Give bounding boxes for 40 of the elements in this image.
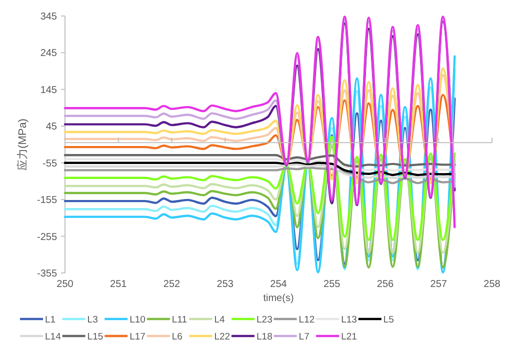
x-tick-label: 256 [376,279,394,290]
legend-label: L21 [341,331,357,342]
line-series [64,94,456,180]
legend-label: L5 [383,314,394,326]
legend-label: L7 [298,331,310,342]
legend-label: L6 [172,331,182,342]
legend-label: L13 [341,314,357,326]
legend-label: L17 [130,331,146,342]
y-tick-label: 145 [40,84,58,96]
legend-label: L15 [87,331,104,342]
x-tick-label: 250 [56,279,74,290]
legend-label: L11 [172,314,188,326]
x-tick-label: 254 [270,279,288,290]
y-tick-label: 345 [40,12,58,22]
legend-label: L18 [256,331,272,342]
legend-label: L12 [298,314,315,326]
line-series [64,158,456,172]
line-series [64,136,456,242]
x-tick-label: 255 [324,279,341,290]
legend-label: L23 [256,314,272,326]
x-tick-label: 253 [216,279,234,290]
y-tick-label: 245 [40,48,58,60]
x-tick-label: 251 [110,279,128,290]
x-axis-title: time(s) [263,293,294,304]
y-tick-label: -55 [42,158,58,170]
line-series [64,154,456,168]
x-tick-label: 258 [484,279,501,290]
x-tick-label: 257 [430,279,448,290]
y-axis-title: 应力(MPa) [16,118,29,170]
x-tick-label: 252 [163,279,181,290]
y-tick-label: -255 [36,232,58,243]
legend-label: L4 [214,314,225,326]
legend-label: L1 [45,314,56,326]
legend-label: L22 [214,331,230,342]
legend-label: L14 [45,331,61,342]
y-tick-label: -355 [36,268,58,280]
legend-label: L3 [87,314,98,326]
y-tick-label: -155 [36,195,58,206]
y-tick-label: 45 [46,122,58,133]
legend-label: L10 [130,314,146,326]
